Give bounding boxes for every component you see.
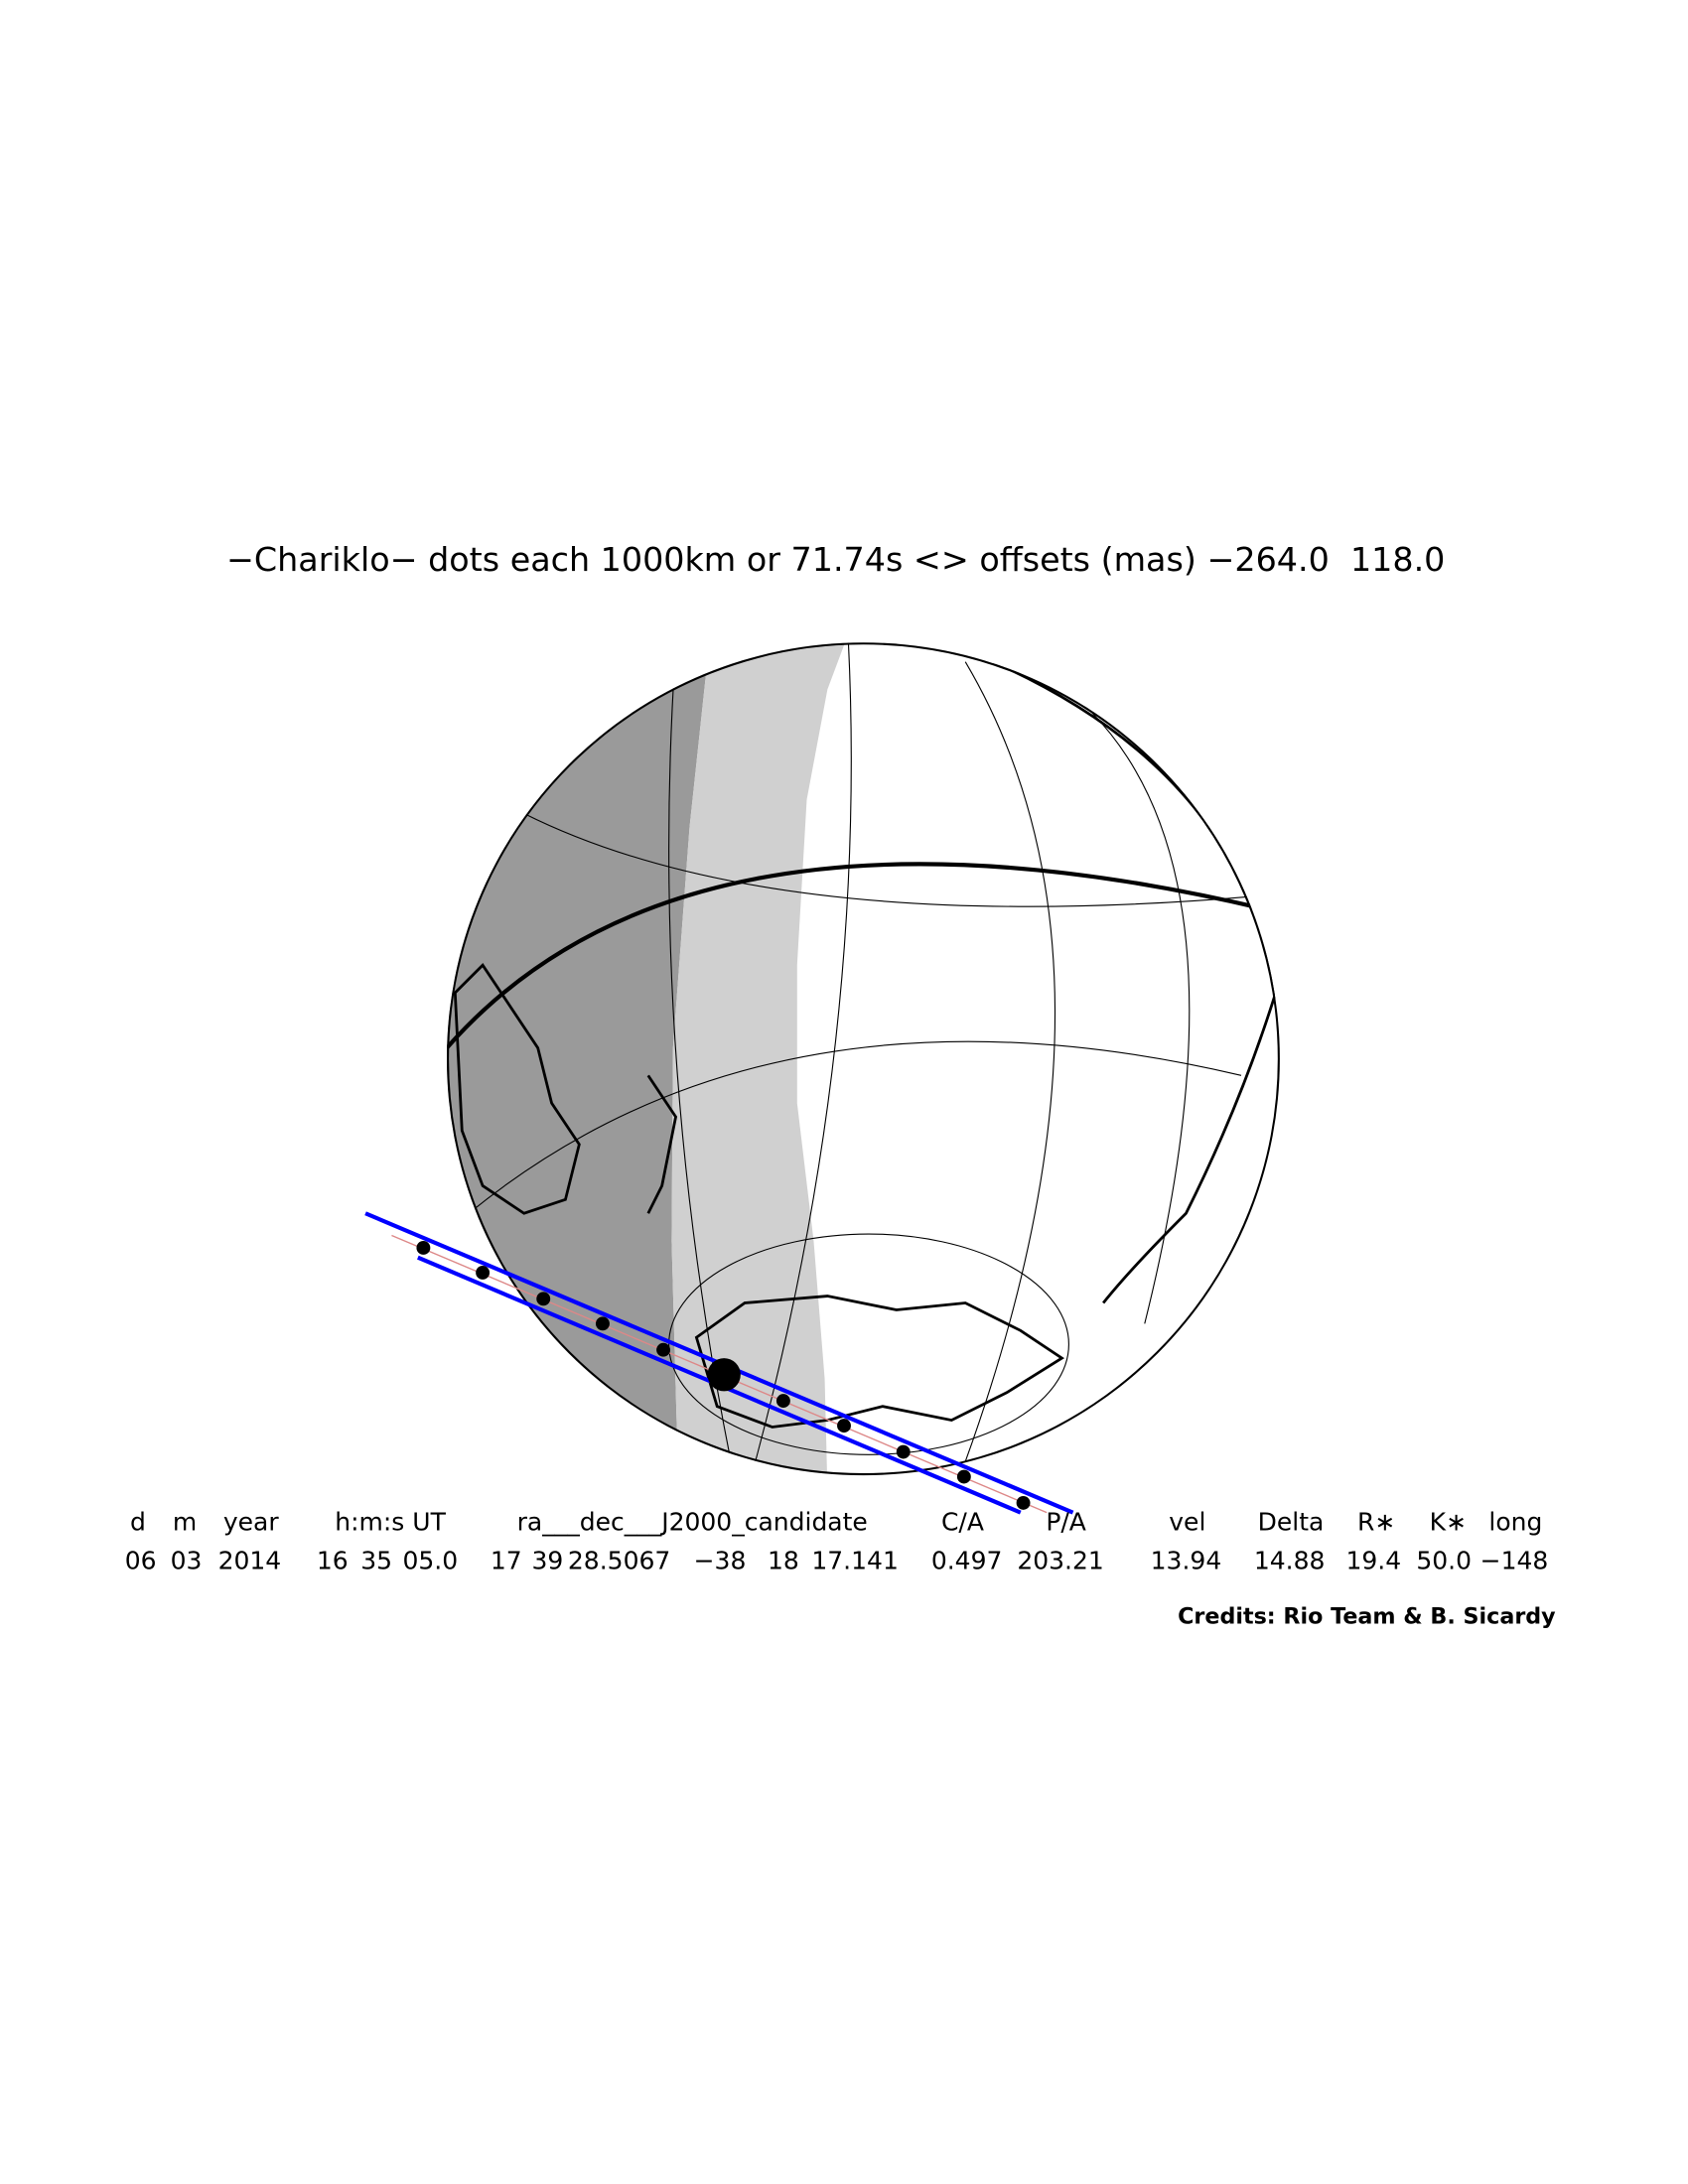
cell: 16 — [317, 1547, 349, 1575]
column-header: long — [1488, 1508, 1542, 1537]
cell: 203.21 — [1017, 1547, 1103, 1575]
plot: −Chariklo− dots each 1000km or 71.74s <>… — [125, 540, 1556, 1630]
column-header: P/A — [1046, 1508, 1086, 1537]
cell: 2014 — [218, 1547, 282, 1575]
cell: 06 — [125, 1547, 157, 1575]
cell: 18 — [768, 1547, 799, 1575]
credits: Credits: Rio Team & B. Sicardy — [1178, 1604, 1556, 1630]
cell: 17 — [491, 1547, 522, 1575]
cell: 50.0 — [1416, 1547, 1472, 1575]
globe — [447, 642, 1280, 1476]
column-header: C/A — [941, 1508, 984, 1537]
column-header: R∗ — [1357, 1508, 1395, 1537]
cell: 28.5067 — [568, 1547, 670, 1575]
column-header: year — [223, 1508, 279, 1537]
cell: 0.497 — [931, 1547, 1003, 1575]
cell: 05.0 — [403, 1547, 459, 1575]
cell: 39 — [531, 1547, 563, 1575]
cell: 17.141 — [811, 1547, 898, 1575]
cell: −38 — [694, 1547, 747, 1575]
cell: 03 — [171, 1547, 203, 1575]
column-header: vel — [1169, 1508, 1205, 1537]
cell: 35 — [360, 1547, 392, 1575]
cell: 14.88 — [1254, 1547, 1326, 1575]
title: −Chariklo− dots each 1000km or 71.74s <>… — [226, 540, 1445, 579]
column-header: h:m:s UT — [335, 1508, 446, 1537]
column-header: d — [130, 1508, 146, 1537]
shadow-path — [364, 1211, 1074, 1515]
column-header: ra___dec___J2000_candidate — [517, 1508, 868, 1537]
cell: 13.94 — [1151, 1547, 1222, 1575]
column-header: Delta — [1258, 1508, 1325, 1537]
column-header: m — [173, 1508, 197, 1537]
cell: 19.4 — [1346, 1547, 1402, 1575]
cell: −148 — [1480, 1547, 1549, 1575]
column-header: K∗ — [1430, 1508, 1467, 1537]
